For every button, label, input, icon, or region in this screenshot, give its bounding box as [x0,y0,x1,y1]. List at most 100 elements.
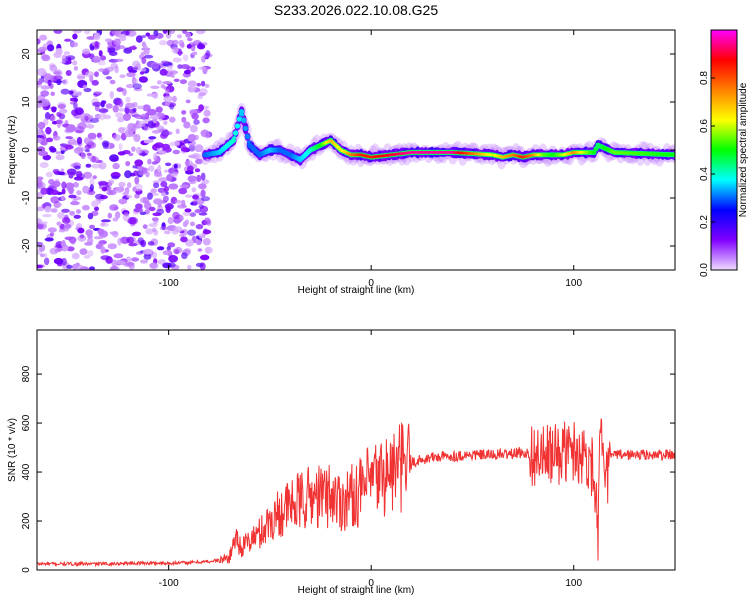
noise-blob [113,58,124,62]
noise-blob [195,239,202,245]
noise-blob [93,32,101,41]
noise-blob [117,117,125,123]
noise-blob [37,81,43,85]
noise-blob [132,165,138,169]
noise-blob [114,188,124,193]
snr-y-tick-label: 200 [21,512,32,529]
noise-blob [183,121,191,129]
noise-blob [165,31,172,39]
noise-blob [153,182,160,189]
noise-blob [192,194,199,200]
ridge-core [593,148,598,151]
noise-blob [53,71,61,75]
noise-blob [114,65,119,74]
noise-blob [119,74,126,78]
noise-blob [134,176,140,185]
noise-blob [140,113,148,119]
noise-blob [128,69,138,74]
noise-blob [114,98,122,106]
noise-blob [50,208,58,213]
noise-blob [160,84,166,89]
noise-blob [82,48,91,55]
noise-blob [45,137,54,143]
noise-blob [52,135,61,141]
noise-blob [45,171,54,178]
spectrogram-x-ticks: -100 0 100 [159,30,583,289]
noise-blob [52,168,60,174]
noise-blob [164,230,171,235]
noise-blob [187,85,196,93]
noise-blob [127,182,132,189]
noise-blob [113,253,124,259]
noise-blob [66,168,77,175]
noise-blob [105,76,112,80]
noise-blob [195,158,203,165]
colorbar-tick-label: 0.6 [699,119,710,133]
noise-blob [62,78,69,85]
noise-blob [152,92,159,100]
noise-blob [59,146,66,151]
noise-blob [196,82,201,87]
noise-blob [141,34,147,39]
noise-blob [86,124,95,129]
noise-blob [171,46,179,54]
noise-blob [100,219,111,223]
noise-blob [163,120,168,126]
noise-blob [105,103,113,109]
noise-blob [204,83,210,88]
noise-blob [149,115,160,120]
noise-blob [76,209,81,214]
noise-blob [76,190,82,196]
noise-blob [201,196,211,202]
noise-blob [179,184,190,189]
noise-blob [148,136,157,140]
noise-blob [42,214,52,218]
noise-blob [201,55,206,63]
noise-blob [37,103,43,108]
noise-blob [37,121,46,130]
noise-blob [128,242,138,247]
noise-blob [191,187,197,193]
noise-blob [91,200,99,208]
noise-blob [84,115,89,121]
noise-blob [185,194,193,198]
noise-blob [84,148,90,153]
noise-blob [37,264,44,269]
noise-blob [147,158,152,165]
noise-blob [191,235,197,243]
spectrogram-y-tick-label: -10 [21,190,32,205]
ridge-core [232,136,237,139]
noise-blob [153,198,163,205]
noise-blob [172,171,178,179]
noise-blob [72,182,79,188]
noise-blob [193,200,198,206]
noise-blob [132,83,142,90]
noise-blob [68,187,74,195]
noise-blob [200,189,206,198]
noise-blob [60,149,65,155]
noise-blob [48,145,55,152]
noise-blob [172,95,177,103]
noise-blob [185,239,194,247]
noise-blob [100,246,106,254]
noise-blob [195,262,204,268]
noise-blob [174,249,180,255]
noise-blob [104,38,113,43]
noise-blob [44,112,51,120]
noise-blob [145,32,151,37]
noise-blob [73,101,78,110]
noise-blob [166,174,173,182]
noise-blob [180,236,188,243]
noise-blob [181,116,187,123]
noise-blob [89,177,95,186]
noise-blob [186,44,192,49]
noise-blob [129,126,137,133]
noise-blob [135,35,143,43]
noise-blob [132,107,137,113]
noise-blob [194,134,200,141]
noise-blob [59,108,68,114]
noise-blob [61,217,71,224]
noise-blob [125,256,132,264]
noise-blob [134,159,144,167]
noise-blob [187,264,192,270]
